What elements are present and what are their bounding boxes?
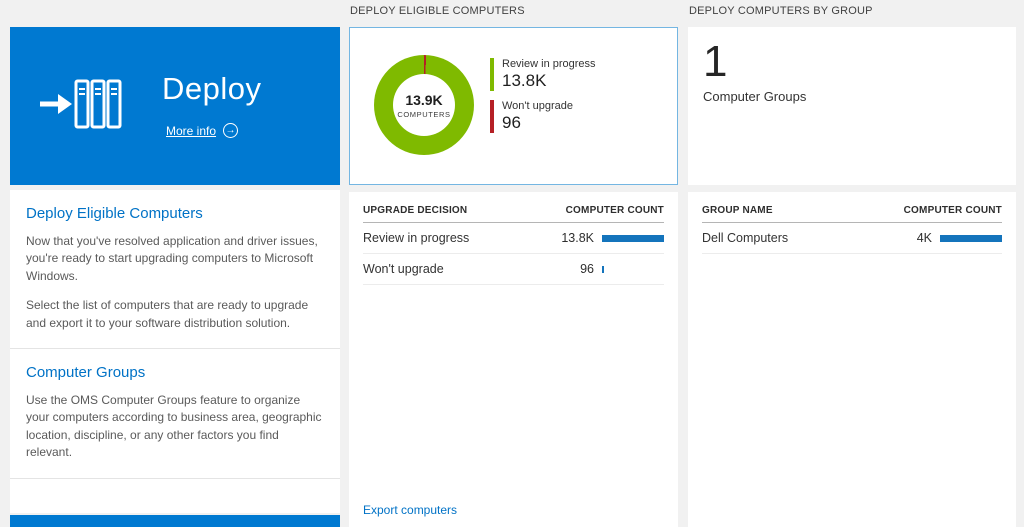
row-bar-track — [602, 234, 664, 242]
section-computer-groups: Computer Groups Use the OMS Computer Gro… — [10, 349, 340, 479]
table-row-wont-upgrade[interactable]: Won't upgrade 96 — [363, 254, 664, 285]
section-paragraph: Now that you've resolved application and… — [26, 234, 318, 283]
row-label: Won't upgrade — [363, 262, 444, 276]
upgrade-decision-table: UPGRADE DECISION COMPUTER COUNT Review i… — [349, 192, 678, 527]
row-value: 13.8K — [561, 231, 594, 245]
computer-groups-summary-card[interactable]: 1 Computer Groups — [688, 27, 1016, 185]
group-count-label: Computer Groups — [703, 89, 807, 105]
donut-legend: Review in progress 13.8K Won't upgrade 9… — [490, 58, 596, 142]
deploy-tile[interactable]: Deploy More info → — [10, 27, 340, 185]
donut-center-label: COMPUTERS — [397, 109, 451, 119]
next-tile-top-edge — [10, 515, 340, 527]
donut-center-value: 13.9K — [405, 91, 443, 108]
section-heading: Deploy Eligible Computers — [26, 205, 203, 222]
row-label: Dell Computers — [702, 231, 789, 245]
section-deploy-eligible-computers: Deploy Eligible Computers Now that you'v… — [10, 190, 340, 349]
legend-label: Review in progress — [502, 58, 596, 70]
row-value: 96 — [580, 262, 594, 276]
group-count-value: 1 — [703, 37, 728, 86]
legend-value: 96 — [502, 113, 521, 132]
legend-item-review-in-progress: Review in progress 13.8K — [490, 58, 596, 91]
column-header-upgrade-decision: UPGRADE DECISION — [363, 205, 468, 216]
legend-item-wont-upgrade: Won't upgrade 96 — [490, 100, 596, 133]
column-header-computer-count: COMPUTER COUNT — [565, 205, 664, 216]
row-label: Review in progress — [363, 231, 470, 245]
computer-groups-table: GROUP NAME COMPUTER COUNT Dell Computers… — [688, 192, 1016, 527]
export-computers-link[interactable]: Export computers — [363, 503, 458, 517]
donut-center: 13.9K COMPUTERS — [393, 74, 455, 136]
table-row-review-in-progress[interactable]: Review in progress 13.8K — [363, 223, 664, 254]
row-value: 4K — [916, 231, 932, 245]
deploy-icon — [40, 79, 122, 129]
more-info-link[interactable]: More info — [166, 123, 217, 138]
tile-title: Deploy — [162, 71, 262, 106]
table-row-dell-computers[interactable]: Dell Computers 4K — [702, 223, 1002, 254]
computers-donut-chart[interactable]: 13.9K COMPUTERS — [374, 55, 474, 155]
column-header-computer-count: COMPUTER COUNT — [903, 205, 1002, 216]
section-paragraph: Select the list of computers that are re… — [26, 298, 309, 330]
count-bar — [602, 265, 604, 273]
middle-column-header: DEPLOY ELIGIBLE COMPUTERS — [350, 5, 525, 17]
description-panel: Deploy Eligible Computers Now that you'v… — [10, 190, 340, 513]
column-header-group-name: GROUP NAME — [702, 205, 773, 216]
table-header-row: GROUP NAME COMPUTER COUNT — [702, 192, 1002, 223]
section-heading: Computer Groups — [26, 363, 146, 381]
count-bar — [602, 234, 664, 242]
legend-label: Won't upgrade — [502, 100, 574, 112]
eligible-computers-chart-card[interactable]: 13.9K COMPUTERS Review in progress 13.8K… — [349, 27, 678, 185]
legend-value: 13.8K — [502, 71, 547, 90]
table-header-row: UPGRADE DECISION COMPUTER COUNT — [363, 192, 664, 223]
row-bar-track — [602, 265, 664, 273]
section-paragraph: Use the OMS Computer Groups feature to o… — [26, 392, 322, 460]
right-column-header: DEPLOY COMPUTERS BY GROUP — [689, 5, 873, 17]
row-bar-track — [940, 234, 1002, 242]
count-bar — [940, 234, 1002, 242]
more-info-row: More info → — [166, 123, 239, 138]
more-info-arrow-icon[interactable]: → — [223, 123, 239, 138]
